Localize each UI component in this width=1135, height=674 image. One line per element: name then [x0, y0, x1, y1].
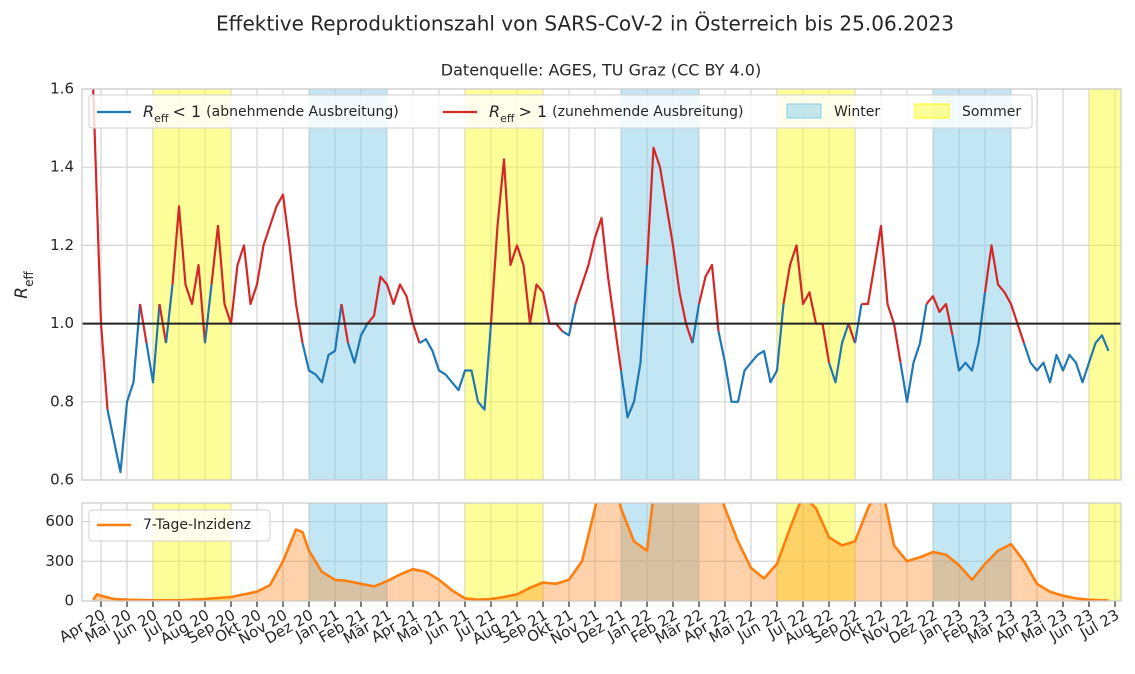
legend-sub: eff	[154, 112, 169, 125]
r-eff-line	[203, 284, 213, 344]
r-eff-line	[561, 303, 577, 337]
area-fill	[93, 503, 1109, 601]
legend-label: Reff < 1 (abnehmende Ausbreitung)	[143, 102, 399, 125]
season-band	[152, 89, 231, 480]
r-eff-line	[171, 205, 207, 344]
r-eff-line	[574, 216, 623, 371]
y-tick-label: 0.8	[50, 392, 74, 410]
r-eff-line	[951, 292, 987, 372]
y-tick-label: 1.0	[50, 314, 74, 332]
r-eff-line	[366, 275, 421, 344]
r-eff-line	[645, 146, 694, 344]
legend-layer: Reff < 1 (abnehmende Ausbreitung) Reff > 1 (z…	[88, 94, 1033, 542]
r-eff-line	[164, 284, 174, 344]
y-label-symbol: R	[12, 287, 32, 299]
r-eff-line	[899, 303, 928, 403]
r-eff-line	[925, 295, 954, 336]
legend-label: 7-Tage-Inzidenz	[143, 517, 251, 533]
legend-patch	[786, 103, 822, 119]
legend-symbol: R	[143, 102, 154, 121]
legend-symbol: R	[489, 102, 500, 121]
season-band	[308, 89, 387, 480]
legend-box	[88, 509, 271, 542]
legend-label: Winter	[834, 104, 880, 120]
r-eff-line	[210, 193, 304, 344]
area-line	[92, 503, 1109, 601]
season-band	[464, 503, 543, 601]
r-eff-line	[1022, 334, 1110, 384]
season-band	[464, 89, 543, 480]
r-eff-line	[847, 323, 857, 344]
season-band	[777, 503, 856, 601]
y-label-sub: eff	[22, 271, 36, 287]
legend-relation: > 1	[518, 102, 547, 121]
y-tick-label: 0.6	[50, 471, 74, 489]
r-eff-line	[106, 303, 142, 474]
legend-sub: eff	[500, 112, 515, 125]
y-tick-label: 1.2	[50, 236, 74, 254]
r-eff-line	[717, 303, 785, 403]
r-eff-line	[827, 323, 850, 384]
y-tick-label: 1.6	[50, 80, 74, 98]
chart-title: Effektive Reproduktionszahl von SARS-CoV…	[216, 12, 954, 36]
y-tick-label: 1.4	[50, 158, 74, 176]
r-eff-line	[619, 264, 649, 419]
r-eff-line	[697, 263, 720, 332]
legend-note: (zunehmende Ausbreitung)	[552, 104, 743, 120]
r-eff-line	[301, 303, 343, 384]
axes-frame	[81, 502, 1122, 602]
season-band	[777, 89, 856, 480]
axes-frame	[81, 88, 1122, 481]
legend-label: Reff > 1 (zunehmende Ausbreitung)	[489, 102, 743, 125]
legend-relation: < 1	[172, 102, 201, 121]
r-eff-line	[145, 303, 161, 384]
legend-box	[88, 94, 1033, 129]
season-band	[1089, 89, 1121, 480]
data-layer	[82, 89, 1121, 601]
season-band	[621, 503, 700, 601]
r-eff-line	[418, 323, 493, 411]
season-band	[621, 89, 700, 480]
season-band	[308, 503, 387, 601]
legend-note: (abnehmende Ausbreitung)	[206, 104, 399, 120]
legend-label: Sommer	[962, 104, 1021, 120]
season-layer	[152, 89, 1121, 601]
y-axis-label: Reff	[12, 271, 36, 299]
y-tick-label: 300	[45, 552, 74, 570]
y-tick-label: 600	[45, 512, 74, 530]
legend-patch	[914, 103, 950, 119]
season-band	[1089, 503, 1121, 601]
r-eff-line	[346, 323, 369, 364]
chart-subtitle: Datenquelle: AGES, TU Graz (CC BY 4.0)	[441, 61, 761, 80]
y-tick-label: 0	[64, 592, 74, 610]
